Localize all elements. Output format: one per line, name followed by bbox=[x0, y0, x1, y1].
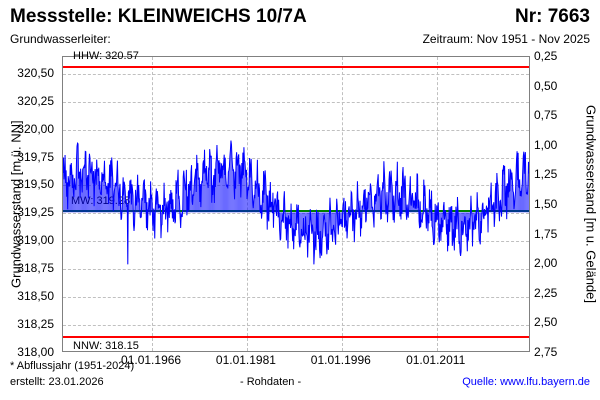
footer-section: * Abflussjahr (1951-2024) erstellt: 23.0… bbox=[10, 360, 590, 394]
subheader-section: Grundwasserleiter: Zeitraum: Nov 1951 - … bbox=[10, 32, 590, 48]
y-tick-right-1: 1,00 bbox=[534, 138, 557, 152]
y-tick-left-318.75: 318,75 bbox=[17, 261, 54, 275]
y-tick-right-0.25: 0,25 bbox=[534, 49, 557, 63]
y-tick-right-1.75: 1,75 bbox=[534, 227, 557, 241]
y-axis-labels-left: 318,00 318,25 318,50 318,75 319,00 319,25 319,… bbox=[0, 56, 58, 352]
y-tick-left-320.5: 320,50 bbox=[17, 66, 54, 80]
y-tick-right-2.25: 2,25 bbox=[534, 286, 557, 300]
footnote-erstellt: erstellt: 23.01.2026 bbox=[10, 376, 104, 388]
y-tick-right-2.75: 2,75 bbox=[534, 345, 557, 359]
y-axis-labels-right: 2,75 2,50 2,25 2,00 1,75 1,50 1,25 1,00 0,75 0,50… bbox=[530, 56, 580, 352]
y-tick-left-320.25: 320,25 bbox=[17, 94, 54, 108]
y-axis-title-right: Grundwasserstand [m u. Gelände] bbox=[583, 56, 599, 352]
y-tick-left-318: 318,00 bbox=[17, 345, 54, 359]
y-tick-left-319.25: 319,25 bbox=[17, 205, 54, 219]
y-tick-right-0.75: 0,75 bbox=[534, 108, 557, 122]
y-tick-left-320: 320,00 bbox=[17, 122, 54, 136]
header-section: Messstelle: KLEINWEICHS 10/7A Nr: 7663 bbox=[10, 6, 590, 28]
zeitraum-label: Zeitraum: Nov 1951 - Nov 2025 bbox=[423, 32, 590, 46]
aquifer-label: Grundwasserleiter: bbox=[10, 32, 111, 46]
y-tick-right-1.25: 1,25 bbox=[534, 167, 557, 181]
y-tick-left-319.5: 319,50 bbox=[17, 177, 54, 191]
y-tick-left-319: 319,00 bbox=[17, 233, 54, 247]
page-title: Messstelle: KLEINWEICHS 10/7A bbox=[10, 6, 307, 28]
rohdaten-label: - Rohdaten - bbox=[240, 376, 301, 388]
y-tick-right-2: 2,00 bbox=[534, 256, 557, 270]
y-tick-left-319.75: 319,75 bbox=[17, 150, 54, 164]
y-tick-right-2.5: 2,50 bbox=[534, 315, 557, 329]
y-tick-right-1.5: 1,50 bbox=[534, 197, 557, 211]
footnote-abflussjahr: * Abflussjahr (1951-2024) bbox=[10, 360, 134, 372]
y-tick-left-318.25: 318,25 bbox=[17, 317, 54, 331]
quelle-link[interactable]: Quelle: www.lfu.bayern.de bbox=[462, 376, 590, 388]
station-number: Nr: 7663 bbox=[515, 6, 590, 28]
y-tick-right-0.5: 0,50 bbox=[534, 79, 557, 93]
groundwater-level-line bbox=[63, 57, 529, 351]
y-tick-left-318.5: 318,50 bbox=[17, 289, 54, 303]
